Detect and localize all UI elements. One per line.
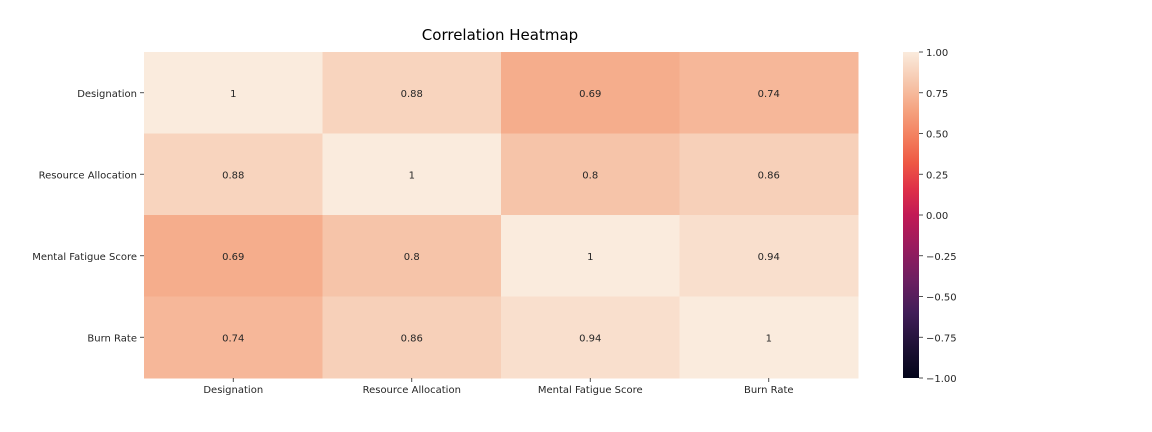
cell-annotation: 0.94 <box>758 252 780 263</box>
heatmap-cell <box>144 215 323 297</box>
heatmap-annotations: 1 0.88 0.69 0.74 0.88 1 0.8 0.86 0.69 0.8 1 0.94 0.7… <box>222 89 780 345</box>
cell-annotation: 0.8 <box>404 252 420 263</box>
heatmap-cell <box>679 296 859 379</box>
x-tick-label: Resource Allocation <box>363 385 461 396</box>
colorbar-tick-label: −0.25 <box>926 252 957 263</box>
cell-annotation: 1 <box>587 252 593 263</box>
colorbar-tick-label: 1.00 <box>926 48 948 59</box>
heatmap-cell <box>679 133 859 216</box>
colorbar-tick-label: 0.00 <box>926 211 948 222</box>
heatmap-cell <box>501 215 680 297</box>
colorbar-tick-label: −0.50 <box>926 293 957 304</box>
heatmap-cell <box>322 133 502 216</box>
colorbar-tick-label: −0.75 <box>926 333 957 344</box>
cell-annotation: 0.88 <box>222 170 244 181</box>
cell-annotation: 0.74 <box>758 89 780 100</box>
cell-annotation: 0.69 <box>222 252 244 263</box>
colorbar-tick-label: 0.75 <box>926 89 948 100</box>
cell-annotation: 1 <box>230 89 236 100</box>
colorbar-tick-label: 0.50 <box>926 130 948 141</box>
heatmap-cell <box>322 52 502 134</box>
heatmap-cell <box>501 296 680 379</box>
x-tick-label: Mental Fatigue Score <box>538 385 643 396</box>
cell-annotation: 1 <box>409 170 415 181</box>
cell-annotation: 0.86 <box>401 333 423 344</box>
heatmap-cell <box>322 215 502 297</box>
heatmap-cell <box>322 296 502 379</box>
colorbar-tick-label: 0.25 <box>926 170 948 181</box>
x-tick-label: Burn Rate <box>744 385 794 396</box>
cell-annotation: 1 <box>766 333 772 344</box>
cell-annotation: 0.88 <box>401 89 423 100</box>
heatmap-cell <box>679 215 859 297</box>
cell-annotation: 0.86 <box>758 170 780 181</box>
cell-annotation: 0.74 <box>222 333 244 344</box>
colorbar <box>903 52 919 378</box>
heatmap-cell <box>144 52 323 134</box>
heatmap-cell <box>679 52 859 134</box>
y-tick-label: Mental Fatigue Score <box>32 252 137 263</box>
y-axis-tick-labels: Designation Resource Allocation Mental Fat… <box>32 89 144 344</box>
cell-annotation: 0.94 <box>579 333 601 344</box>
y-tick-label: Designation <box>77 89 137 100</box>
heatmap-cell <box>144 296 323 379</box>
y-tick-label: Burn Rate <box>87 333 137 344</box>
colorbar-ticks: 1.00 0.75 0.50 0.25 0.00 −0.25 −0.50 −0.75 −1.00 <box>919 48 957 385</box>
heatmap-cell <box>501 133 680 216</box>
colorbar-tick-label: −1.00 <box>926 374 957 385</box>
heatmap-cells <box>144 52 859 379</box>
chart-title: Correlation Heatmap <box>422 26 578 44</box>
x-tick-label: Designation <box>203 385 263 396</box>
heatmap-cell <box>501 52 680 134</box>
cell-annotation: 0.69 <box>579 89 601 100</box>
cell-annotation: 0.8 <box>582 170 598 181</box>
heatmap-cell <box>144 133 323 216</box>
y-tick-label: Resource Allocation <box>39 170 137 181</box>
x-axis-tick-labels: Designation Resource Allocation Mental Fat… <box>203 378 794 396</box>
